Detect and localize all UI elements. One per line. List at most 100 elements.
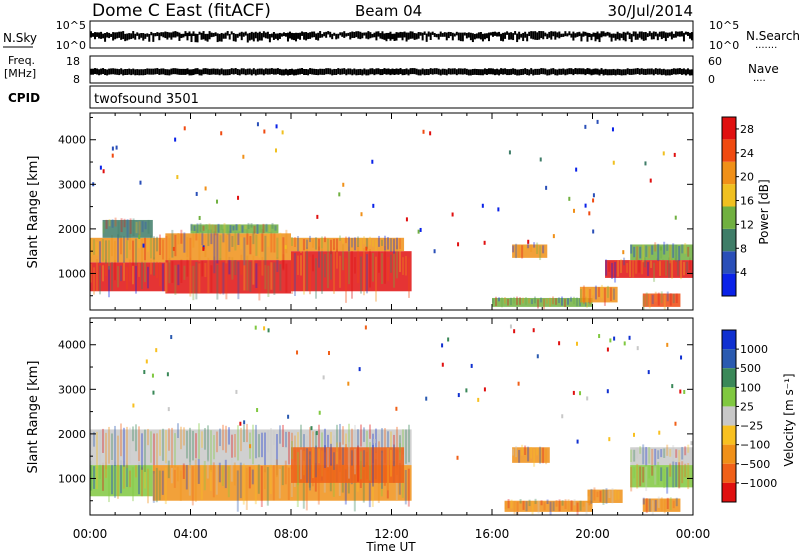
power-patch-streak [683, 261, 686, 276]
velocity-patch-streak [513, 501, 516, 515]
velocity-patch-streak [120, 423, 122, 457]
velocity-scatter-point [263, 326, 266, 331]
nsky-trace-bar [391, 33, 394, 40]
freq-trace-bar [291, 68, 293, 75]
freq-trace-bar [182, 68, 185, 75]
nsky-trace-bar [343, 31, 346, 38]
freq-trace-bar [140, 69, 143, 76]
freq-trace-bar [592, 68, 595, 75]
velocity-ytick-label: 4000 [58, 339, 86, 352]
nsky-trace-bar [357, 31, 360, 39]
nsky-trace-bar [638, 31, 641, 38]
velocity-scatter-point [613, 336, 616, 341]
power-patch-streak [638, 259, 641, 273]
power-scatter-point [539, 157, 542, 162]
velocity-patch-streak [515, 445, 518, 458]
nsky-trace-bar [443, 32, 446, 37]
velocity-scatter-point [679, 389, 682, 394]
power-scatter-point [216, 199, 219, 204]
power-patch-streak [648, 293, 651, 309]
power-patch-streak [285, 229, 288, 254]
nsky-trace-bar [670, 31, 673, 40]
nsky-left-tick-top: 10^5 [56, 19, 86, 32]
freq-trace-bar [423, 69, 426, 76]
velocity-patches [90, 423, 693, 515]
nsky-trace-bar [244, 31, 247, 36]
nsky-trace-bar [212, 33, 215, 37]
power-colorbar-label: Power [dB] [757, 179, 771, 244]
freq-trace-bar [299, 68, 302, 75]
nsky-trace-bar [602, 31, 605, 37]
power-patch-streak [204, 262, 207, 277]
power-patch-streak [231, 257, 234, 280]
velocity-patch-streak [573, 499, 576, 506]
velocity-patch-streak [123, 460, 125, 489]
power-patch-streak [669, 244, 672, 264]
velocity-patch-streak [209, 469, 212, 492]
velocity-patch-streak [669, 463, 672, 477]
velocity-patch-streak [387, 447, 389, 491]
nsky-trace-bar [536, 32, 539, 40]
velocity-scatter-point [483, 387, 486, 392]
velocity-patch-streak [195, 433, 197, 459]
freq-trace-bar [397, 68, 400, 75]
nsky-trace-bar [266, 31, 269, 39]
power-patch-streak [108, 240, 110, 270]
power-patch-streak [126, 267, 128, 290]
freq-trace-bar [502, 68, 505, 75]
power-colorbar-segment [722, 184, 736, 207]
nsky-trace-bar [323, 32, 326, 37]
velocity-patch-streak [336, 442, 338, 464]
power-colorbar-tick-label: 24 [740, 147, 754, 160]
power-scatter-point [545, 185, 548, 190]
freq-trace-bar [395, 68, 398, 75]
velocity-patch-streak [521, 444, 524, 456]
nsky-trace-bar [164, 31, 167, 39]
velocity-patch-streak [531, 501, 534, 515]
velocity-patch-streak [179, 470, 182, 501]
velocity-patch-streak [384, 428, 386, 464]
power-patch-streak [192, 232, 195, 248]
power-patch-streak [202, 225, 205, 231]
power-scatter-point [483, 240, 486, 245]
nsky-trace-bar [274, 33, 277, 39]
power-scatter-point [138, 234, 141, 239]
velocity-patch-streak [408, 424, 410, 463]
nsky-trace-bar [124, 33, 127, 42]
freq-trace-bar [467, 69, 470, 76]
velocity-patch-streak [666, 467, 669, 494]
power-patch-streak [123, 218, 126, 228]
freq-trace-bar [608, 69, 611, 76]
power-patch-streak [228, 230, 231, 252]
power-patch-streak [537, 299, 539, 309]
nsky-trace-bar [351, 31, 354, 38]
power-patch-streak [190, 223, 193, 231]
power-patch-streak [677, 260, 680, 276]
nsky-trace-bar [429, 32, 432, 41]
power-patch-streak [126, 240, 128, 259]
freq-trace-bar [564, 69, 567, 76]
power-patch-streak [662, 259, 665, 276]
freq-trace-bar [335, 69, 338, 76]
velocity-patch-streak [198, 423, 200, 460]
velocity-patch-streak [156, 433, 158, 468]
power-patch-streak [570, 296, 572, 302]
freq-trace-bar [297, 68, 300, 75]
velocity-patch-streak [315, 431, 317, 449]
nsky-trace-bar [256, 32, 259, 42]
velocity-patch-streak [576, 502, 579, 515]
nsky-trace-bar [544, 32, 547, 37]
freq-trace-bar [120, 68, 123, 75]
freq-trace-bar [496, 68, 499, 75]
nsky-trace-bar [94, 32, 97, 40]
nsky-trace-bar [598, 33, 601, 43]
velocity-patch-streak [197, 459, 200, 484]
nsky-trace-bar [90, 31, 92, 38]
freq-trace-bar [510, 68, 513, 75]
freq-trace-bar [556, 69, 559, 76]
power-patch-streak [513, 296, 515, 304]
velocity-patch-streak [333, 452, 335, 470]
velocity-patch-streak [660, 449, 663, 458]
nsky-trace-bar [174, 31, 177, 38]
velocity-patch-streak [654, 448, 657, 468]
